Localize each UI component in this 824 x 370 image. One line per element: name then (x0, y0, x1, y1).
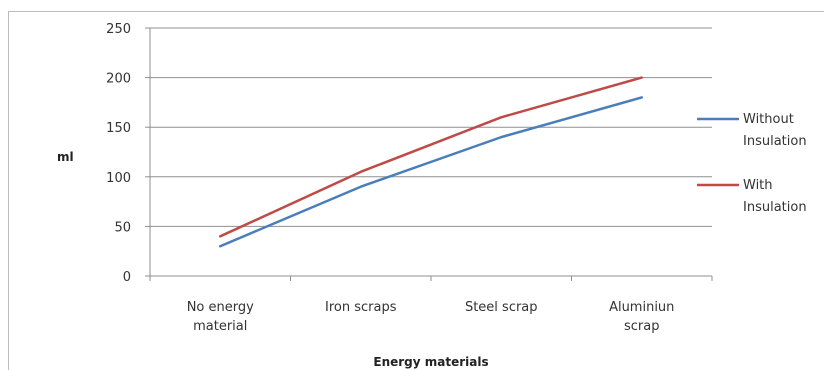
series-line-1 (219, 76, 643, 238)
y-tick-label: 250 (106, 22, 131, 37)
axes (145, 27, 713, 281)
legend: Without Insulation With Insulation (697, 112, 807, 215)
y-tick-label: 100 (106, 171, 131, 186)
legend-entry: With Insulation (743, 178, 807, 215)
x-tick-label: Iron scraps (325, 300, 397, 315)
chart-frame (8, 11, 824, 370)
y-tick-label: 50 (114, 220, 131, 235)
y-tick-label: 150 (106, 121, 131, 136)
series-line-0 (219, 96, 643, 248)
y-tick-labels: 0 50 100 150 200 250 (106, 22, 131, 285)
y-tick-label: 0 (123, 270, 131, 285)
x-tick-label: Aluminiun scrap (609, 300, 674, 334)
x-tick-label: No energy material (187, 300, 254, 334)
legend-entry: Without Insulation (743, 112, 807, 149)
x-axis-label: Energy materials (373, 355, 488, 369)
y-tick-label: 200 (106, 72, 131, 87)
x-tick-label: Steel scrap (465, 300, 538, 315)
grid-lines (150, 27, 712, 227)
y-axis-label: ml (57, 150, 74, 164)
series-lines (219, 76, 643, 248)
x-tick-labels: No energy material Iron scraps Steel scrap A… (187, 300, 675, 334)
